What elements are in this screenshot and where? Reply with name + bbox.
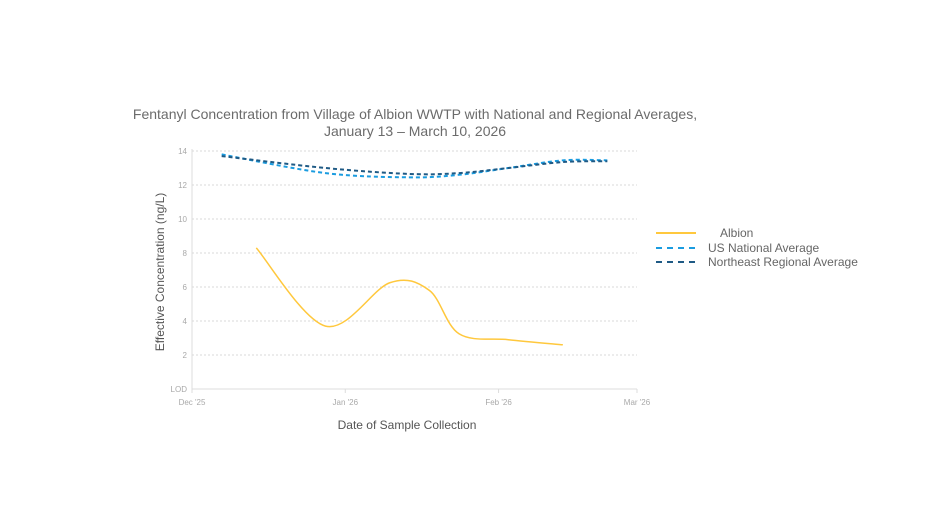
series-line-albion: [255, 247, 563, 346]
y-tick-label: 12: [178, 181, 187, 190]
legend-swatch: [656, 232, 696, 235]
y-tick-label: 10: [178, 215, 187, 224]
series-line-northeast-regional-average: [221, 155, 608, 176]
legend-item-northeast-regional-average[interactable]: Northeast Regional Average: [656, 255, 858, 270]
x-tick-label: Dec '25: [179, 398, 206, 407]
legend-label: US National Average: [708, 240, 820, 255]
legend: Albion US National Average Northeast Regio…: [656, 226, 858, 270]
x-axis-label: Date of Sample Collection: [338, 418, 477, 432]
chart-title-line1: Fentanyl Concentration from Village of A…: [132, 106, 698, 122]
y-tick-label: 4: [183, 317, 188, 326]
y-tick-label: 6: [183, 283, 188, 292]
legend-item-us-national-average[interactable]: US National Average: [656, 241, 858, 256]
y-axis-label: Effective Concentration (ng/L): [153, 193, 167, 352]
x-tick-label: Feb '26: [485, 398, 512, 407]
chart-title: Fentanyl Concentration from Village of A…: [130, 106, 700, 140]
y-tick-label: 14: [178, 147, 187, 156]
chart-subtitle: January 13 – March 10, 2026: [323, 123, 507, 139]
y-tick-label: LOD: [171, 385, 188, 394]
legend-swatch: [656, 261, 696, 264]
x-tick-label: Mar '26: [624, 398, 651, 407]
x-tick-label: Jan '26: [333, 398, 359, 407]
legend-label: Northeast Regional Average: [708, 255, 858, 270]
y-tick-label: 2: [183, 351, 188, 360]
legend-label: Albion: [720, 226, 754, 241]
series-line-us-national-average: [221, 153, 608, 179]
legend-swatch: [656, 246, 696, 249]
legend-item-albion[interactable]: Albion: [656, 226, 858, 241]
y-tick-label: 8: [183, 249, 188, 258]
